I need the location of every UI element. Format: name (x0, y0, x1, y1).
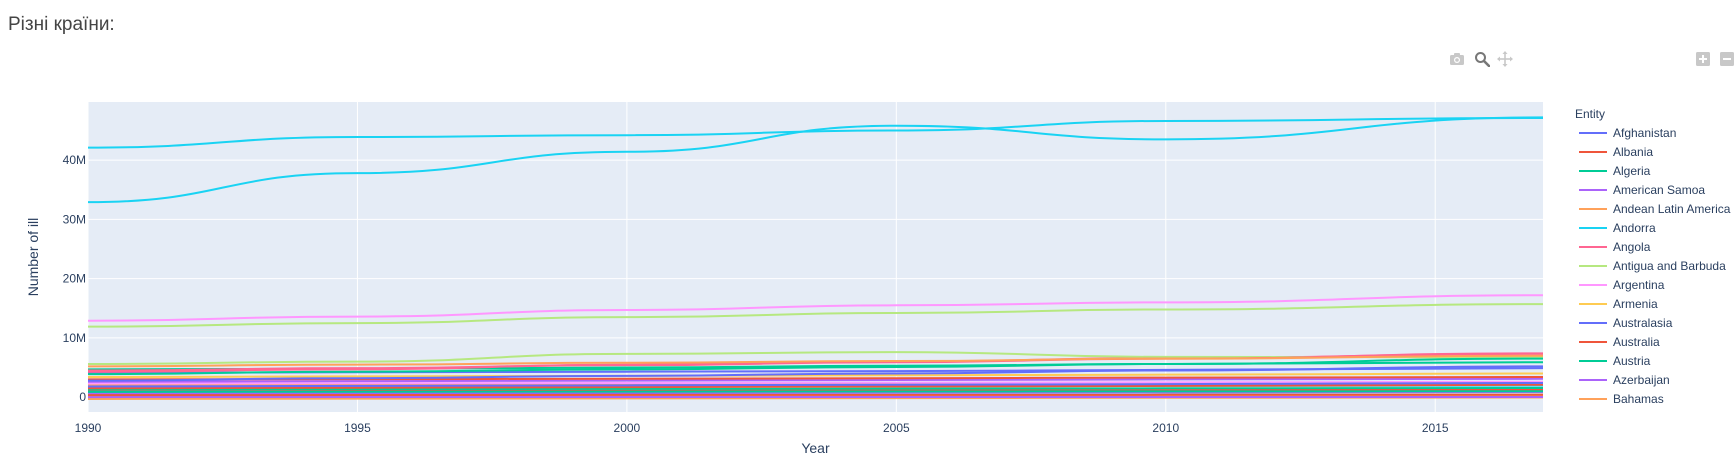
zoom-in-icon[interactable] (1694, 50, 1712, 68)
legend-label: Andean Latin America (1613, 202, 1731, 216)
legend-item[interactable]: Argentina (1579, 278, 1665, 292)
legend-label: American Samoa (1613, 183, 1705, 197)
y-tick-label: 10M (63, 331, 86, 345)
series-line[interactable] (87, 372, 1544, 379)
legend-label: Austria (1613, 354, 1651, 368)
legend-item[interactable]: Australasia (1579, 316, 1673, 330)
series-line[interactable] (87, 357, 1544, 376)
series-line[interactable] (87, 294, 1544, 322)
series-line[interactable] (87, 383, 1544, 390)
page-title: Різні країни: (8, 14, 115, 35)
legend-item[interactable]: Australia (1579, 335, 1660, 349)
zoom-out-icon[interactable] (1718, 50, 1736, 68)
legend-item[interactable]: Azerbaijan (1579, 373, 1670, 387)
legend-item[interactable]: Antigua and Barbuda (1579, 259, 1726, 273)
legend-label: Algeria (1613, 164, 1651, 178)
legend-label: Antigua and Barbuda (1613, 259, 1726, 273)
legend: Afghanistan Albania Algeria American Samoa A… (1579, 126, 1731, 406)
legend-item[interactable]: Angola (1579, 240, 1651, 254)
legend-item[interactable]: Austria (1579, 354, 1651, 368)
series-line[interactable] (87, 303, 1544, 328)
x-axis-title: Year (801, 440, 830, 456)
legend-item[interactable]: American Samoa (1579, 183, 1705, 197)
legend-item[interactable]: Albania (1579, 145, 1653, 159)
series-line[interactable] (87, 117, 1544, 149)
legend-label: Australia (1613, 335, 1660, 349)
legend-label: Bahamas (1613, 392, 1664, 406)
legend-item[interactable]: Bahamas (1579, 392, 1664, 406)
legend-label: Angola (1613, 240, 1651, 254)
camera-icon[interactable] (1448, 50, 1466, 68)
y-tick-label: 40M (63, 153, 86, 167)
x-tick-label: 2000 (614, 421, 641, 435)
series-lines (87, 116, 1544, 400)
plot-area (88, 102, 1543, 412)
x-tick-label: 2005 (883, 421, 910, 435)
legend-label: Azerbaijan (1613, 373, 1670, 387)
legend-label: Afghanistan (1613, 126, 1676, 140)
series-line[interactable] (87, 386, 1544, 391)
legend-item[interactable]: Afghanistan (1579, 126, 1676, 140)
legend-title: Entity (1575, 107, 1605, 121)
x-tick-label: 1995 (344, 421, 371, 435)
series-line[interactable] (87, 390, 1544, 393)
legend-item[interactable]: Andorra (1579, 221, 1656, 235)
legend-label: Andorra (1613, 221, 1656, 235)
legend-label: Australasia (1613, 316, 1673, 330)
x-tick-label: 2015 (1422, 421, 1449, 435)
y-axis-ticks: 0 10M 20M 30M 40M (63, 153, 87, 404)
legend-item[interactable]: Algeria (1579, 164, 1651, 178)
legend-label: Argentina (1613, 278, 1665, 292)
series-line[interactable] (87, 116, 1544, 204)
legend-label: Armenia (1613, 297, 1658, 311)
legend-label: Albania (1613, 145, 1653, 159)
legend-item[interactable]: Andean Latin America (1579, 202, 1731, 216)
y-tick-label: 0 (79, 390, 86, 404)
legend-item[interactable]: Armenia (1579, 297, 1658, 311)
x-axis-ticks: 1990 1995 2000 2005 2010 2015 (75, 421, 1449, 435)
series-line[interactable] (87, 365, 1544, 382)
pan-icon[interactable] (1496, 50, 1514, 68)
series-line[interactable] (87, 381, 1544, 388)
x-tick-label: 1990 (75, 421, 102, 435)
series-line[interactable] (87, 380, 1544, 385)
zoom-icon[interactable] (1473, 50, 1491, 68)
y-tick-label: 30M (63, 212, 86, 226)
y-tick-label: 20M (63, 272, 86, 286)
series-line[interactable] (87, 354, 1544, 368)
x-tick-label: 2010 (1152, 421, 1179, 435)
y-axis-title: Number of ill (25, 218, 41, 297)
series-line[interactable] (87, 377, 1544, 383)
